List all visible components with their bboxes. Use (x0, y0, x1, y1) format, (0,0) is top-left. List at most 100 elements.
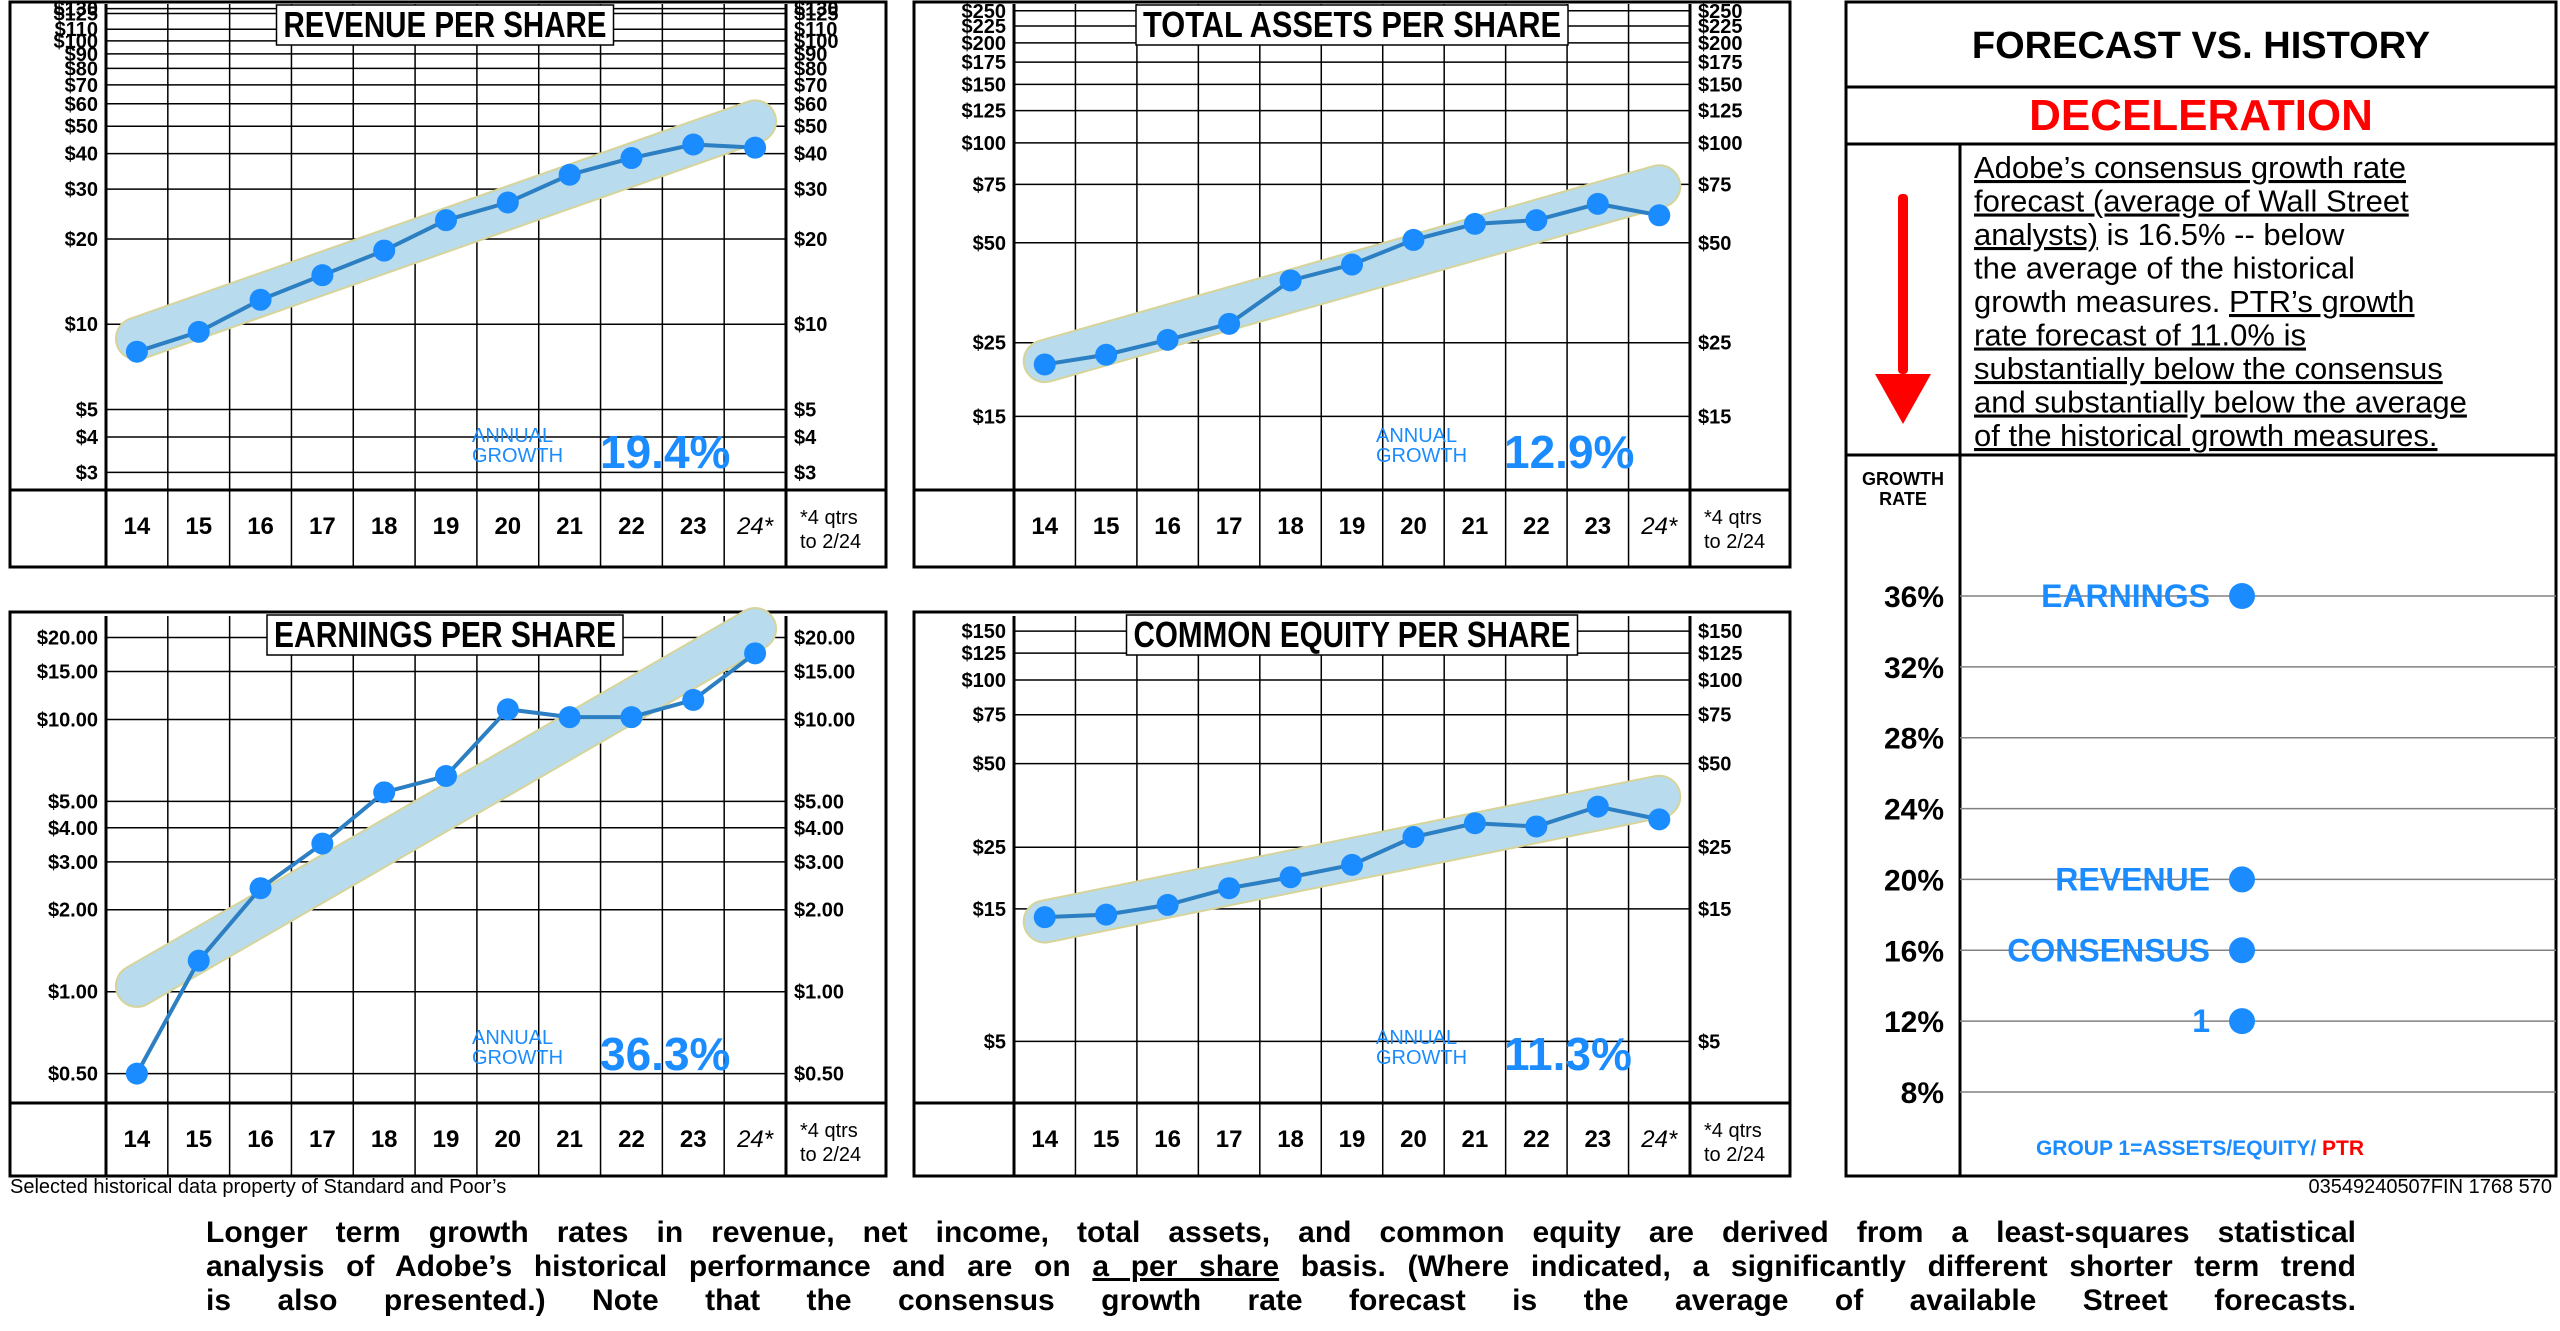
legend-ptr: PTR (2316, 1137, 2364, 1160)
data-point (1341, 253, 1363, 276)
y-tick-label-right: $60 (794, 94, 827, 116)
data-point (1402, 228, 1425, 251)
narrative-line: analysts) is 16.5% -- below (1974, 217, 2345, 252)
x-tick-label: 15 (185, 513, 212, 540)
narrative-line: of the historical growth measures. (1974, 418, 2438, 453)
y-tick-label-left: $100 (962, 670, 1007, 692)
footnote-line-2: to 2/24 (800, 531, 861, 553)
y-tick-label-right: $225 (1698, 16, 1743, 38)
growth-label-line-1: ANNUAL (472, 1027, 553, 1049)
rate-point (2229, 583, 2255, 609)
rate-tick-label: 16% (1884, 935, 1944, 968)
footnote-line-1: *4 qtrs (800, 507, 858, 529)
growth-value: 19.4% (600, 426, 730, 478)
y-tick-label-left: $175 (962, 52, 1007, 74)
chart-title: REVENUE PER SHARE (284, 4, 607, 45)
y-tick-label-right: $25 (1698, 333, 1731, 355)
rate-point (2229, 937, 2255, 964)
deceleration-label: DECELERATION (2029, 91, 2373, 140)
y-tick-label-right: $90 (794, 44, 827, 66)
footnote-line-2: to 2/24 (1704, 531, 1765, 553)
rate-point-label: 1 (2192, 1003, 2210, 1039)
data-point (1648, 808, 1671, 831)
x-tick-label: 16 (1154, 513, 1181, 540)
data-point (187, 949, 210, 972)
charts-layer: $130 $130$125 $125$110 $110$100 $100$90 $90$8… (8, 0, 1792, 1178)
x-tick-label: 19 (1339, 1126, 1366, 1153)
data-point (682, 688, 705, 711)
forecast-title: FORECAST VS. HISTORY (1972, 25, 2430, 67)
narrative-segment: rate forecast of 11.0% is (1974, 318, 2306, 353)
y-tick-label-left: $150 (962, 74, 1007, 96)
x-tick-label: 22 (1523, 1126, 1550, 1153)
footer-line-3: is also presented.) Note that the consen… (206, 1284, 2356, 1317)
data-point (558, 163, 581, 186)
y-tick-label-right: $3 (794, 462, 816, 484)
y-tick-label-right: $10 (794, 314, 827, 336)
x-tick-label: 19 (433, 1126, 460, 1153)
y-tick-label-left: $80 (65, 58, 98, 80)
trend-band (116, 609, 776, 1006)
x-tick-label: 21 (1462, 513, 1489, 540)
narrative-segment: the average of the historical (1974, 251, 2355, 286)
y-tick-label-left: $3 (76, 462, 98, 484)
x-tick-label: 18 (1277, 513, 1304, 540)
y-tick-label-right: $250 (1698, 1, 1743, 23)
forecast-legend: GROUP 1=ASSETS/EQUITY/ PTR (2036, 1137, 2364, 1160)
narrative-segment: and substantially below the average (1974, 385, 2467, 420)
y-tick-label-right: $75 (1698, 705, 1731, 727)
y-tick-label-right: $125 (794, 3, 839, 25)
y-tick-label-right: $30 (794, 179, 827, 201)
report-code: 03549240507FIN 1768 570 (2308, 1176, 2552, 1198)
footer-line-2: analysis of Adobe’s historical performan… (206, 1250, 2356, 1284)
data-point (1586, 795, 1609, 818)
footnote-line-1: *4 qtrs (1704, 1120, 1762, 1142)
rate-point (2229, 1008, 2255, 1035)
y-tick-label-left: $75 (973, 705, 1006, 727)
growth-label-line-1: ANNUAL (472, 425, 553, 447)
x-tick-label: 18 (371, 1126, 398, 1153)
y-tick-label-left: $250 (962, 1, 1007, 23)
narrative-line: and substantially below the average (1974, 385, 2467, 420)
y-tick-label-right: $125 (1698, 643, 1743, 665)
y-tick-label-left: $3.00 (48, 852, 98, 874)
x-tick-label: 17 (1216, 1126, 1243, 1153)
forecast-frame (1844, 0, 2558, 1178)
rate-tick-label: 24% (1884, 794, 1944, 827)
data-point (373, 781, 396, 804)
data-point (1463, 812, 1486, 835)
x-tick-label: 22 (1523, 513, 1550, 540)
data-point (744, 136, 767, 159)
y-tick-label-left: $50 (65, 116, 98, 138)
data-point (1279, 866, 1302, 889)
y-tick-label-left: $5 (984, 1031, 1006, 1053)
y-tick-label-left: $30 (65, 179, 98, 201)
growth-label-line-2: GROWTH (472, 1047, 563, 1069)
x-tick-label: 17 (1216, 513, 1243, 540)
chart-frame (912, 610, 1792, 1178)
y-tick-label-left: $5 (76, 400, 98, 422)
title-box (1125, 614, 1579, 656)
data-point (1648, 204, 1671, 227)
y-tick-label-left: $225 (962, 16, 1007, 38)
y-tick-label-left: $60 (65, 94, 98, 116)
rate-tick-label: 28% (1884, 723, 1944, 756)
y-tick-label-right: $80 (794, 58, 827, 80)
narrative-segment: of the historical growth measures. (1974, 418, 2438, 453)
data-point (1033, 906, 1056, 929)
narrative-segment: growth measures. (1974, 284, 2229, 319)
y-tick-label-right: $20 (794, 229, 827, 251)
footer-line-1: Longer term growth rates in revenue, net… (206, 1216, 2356, 1249)
y-tick-label-left: $70 (65, 75, 98, 97)
data-point (187, 320, 210, 343)
y-tick-label-left: $200 (962, 33, 1007, 55)
data-point (311, 264, 334, 287)
y-tick-label-right: $100 (1698, 670, 1743, 692)
narrative-segment: forecast (average of Wall Street (1974, 184, 2409, 219)
chart-2: $250 $250$225 $225$200 $200$175 $175$150 $150… (912, 0, 1792, 569)
y-tick-label-right: $4 (794, 427, 817, 449)
y-tick-label-left: $20 (65, 229, 98, 251)
chart-frame (8, 610, 888, 1178)
y-tick-label-left: $100 (962, 133, 1007, 155)
